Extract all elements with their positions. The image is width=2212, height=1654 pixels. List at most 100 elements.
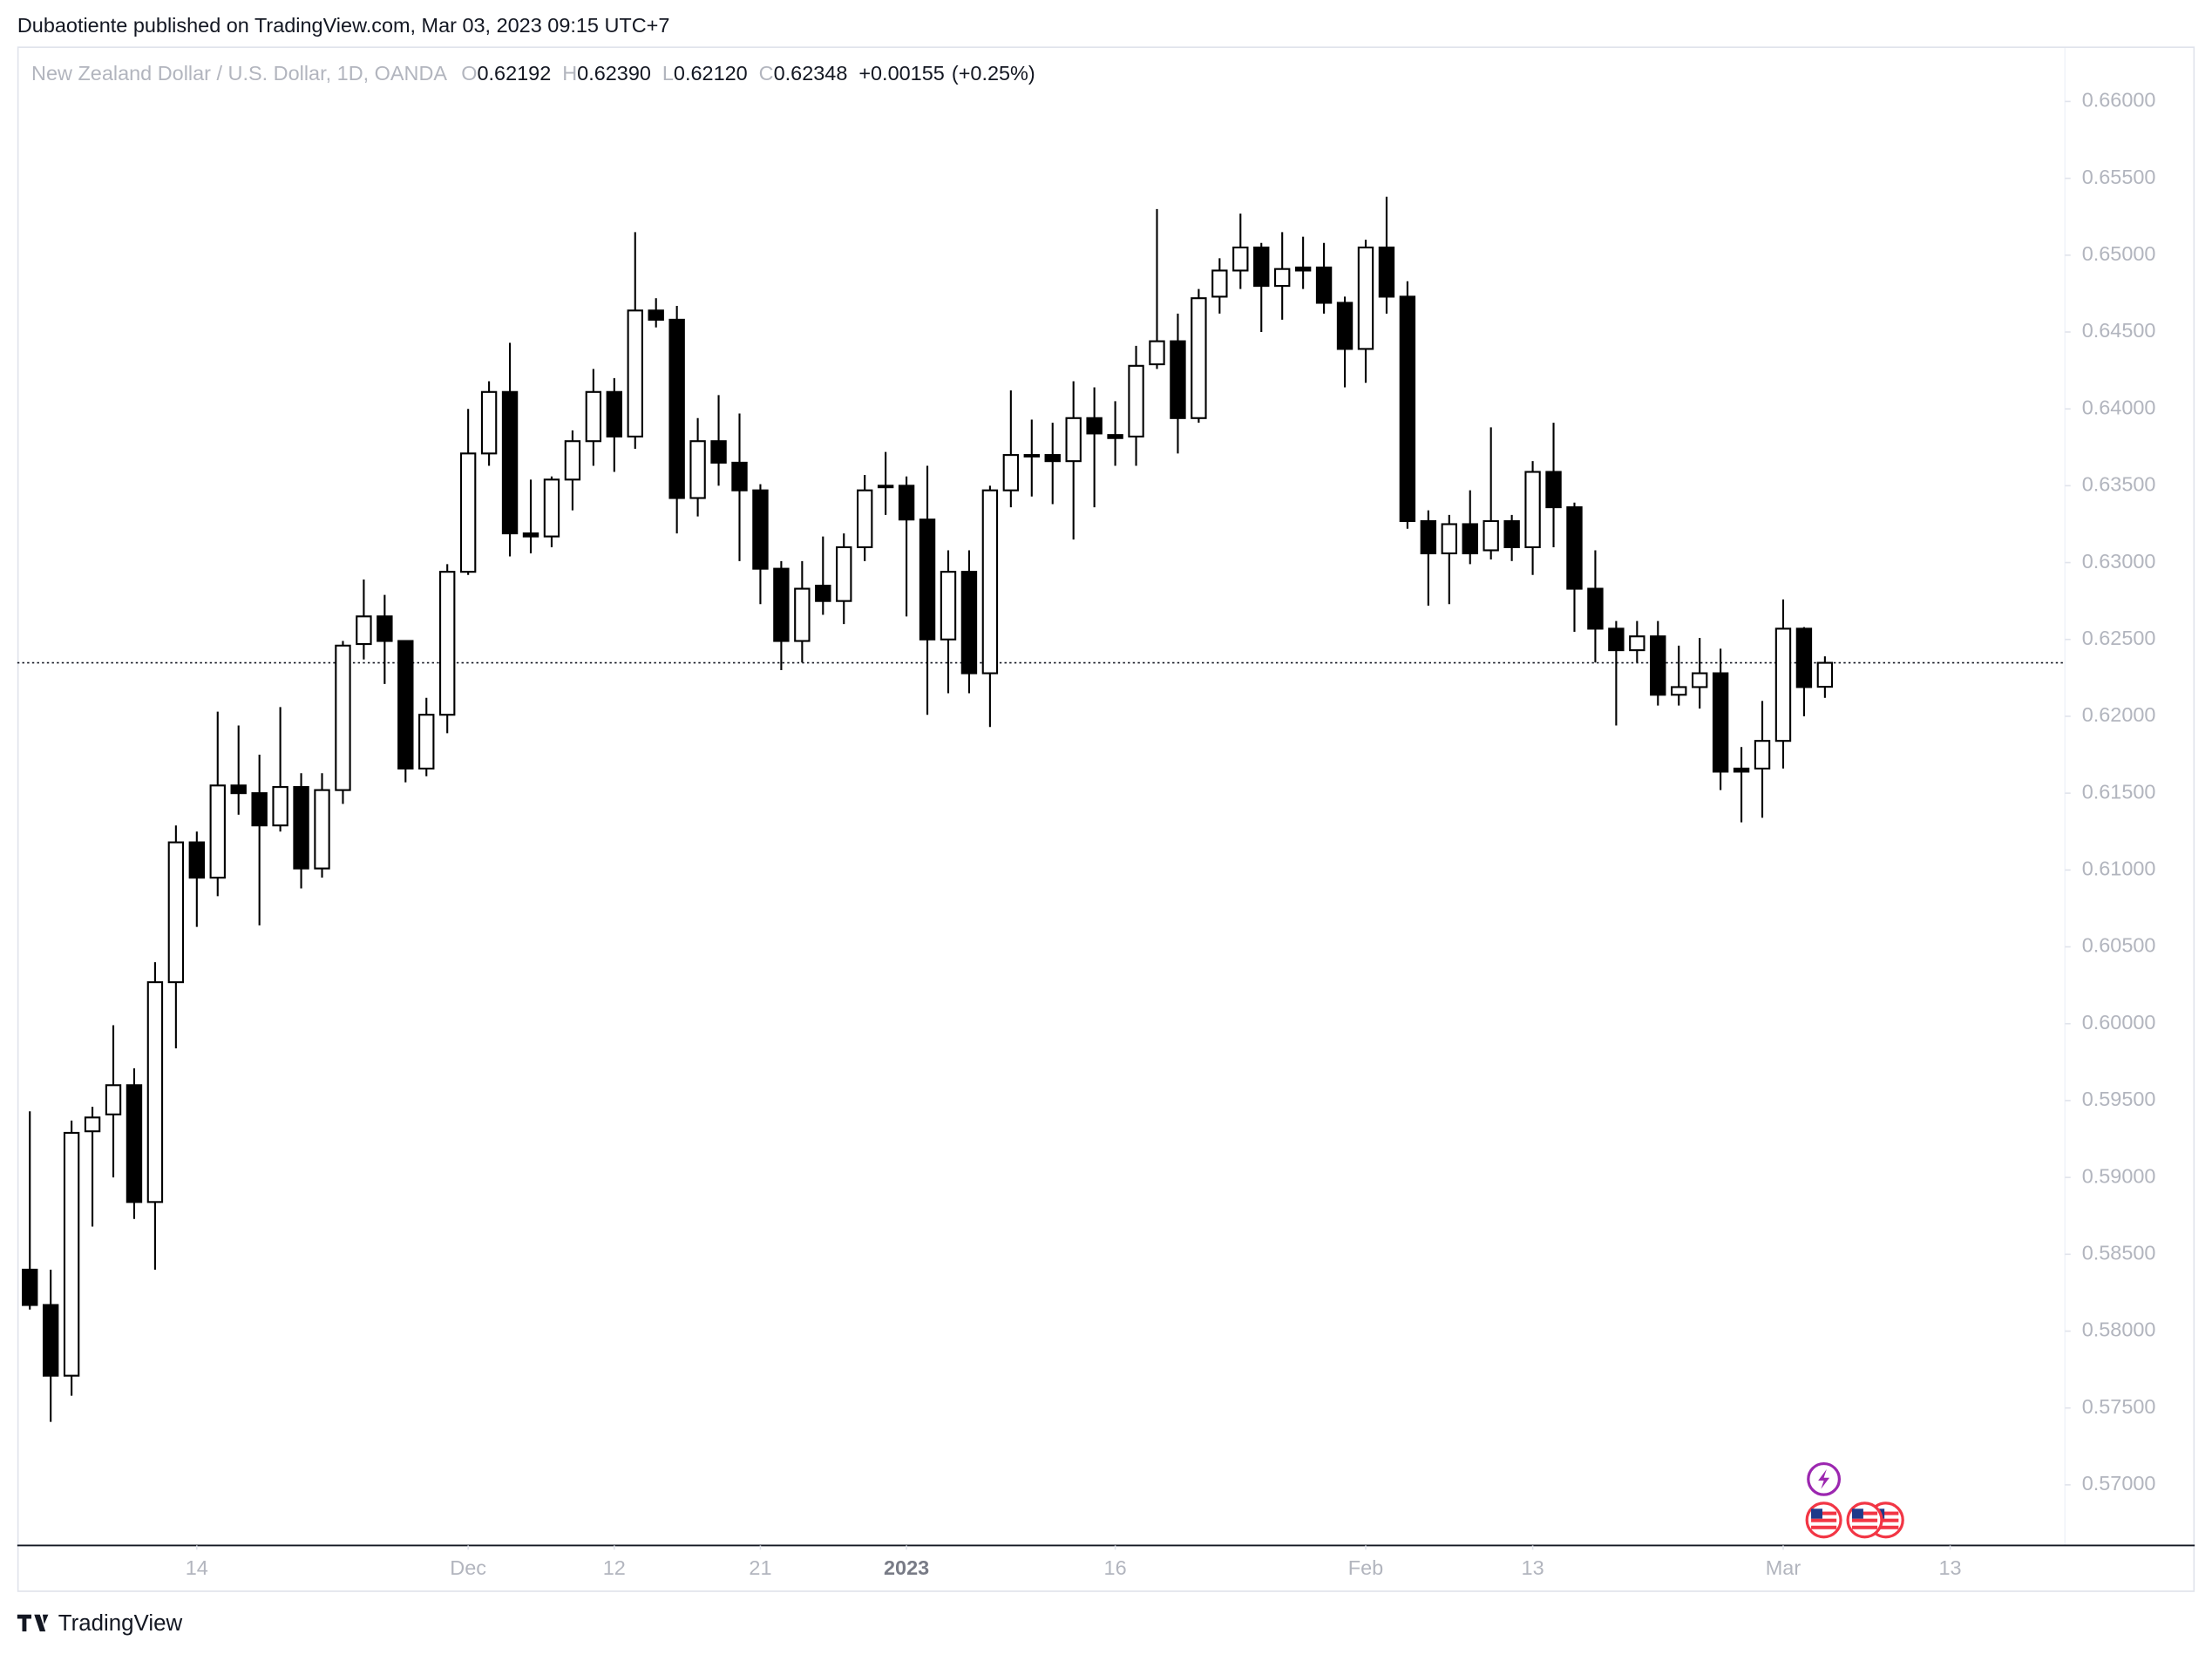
lightning xyxy=(1818,1469,1830,1489)
y-tick-label: 0.64000 xyxy=(2082,396,2156,418)
candle-body xyxy=(1023,454,1040,458)
y-tick-label: 0.62500 xyxy=(2082,627,2156,649)
candle-body xyxy=(543,478,560,538)
candle-body xyxy=(606,390,622,437)
candle-body xyxy=(1294,266,1312,272)
brand-logo xyxy=(17,1614,49,1632)
candle-body xyxy=(627,309,643,437)
candle-body xyxy=(1545,471,1562,509)
x-tick-label: 13 xyxy=(1939,1556,1962,1579)
ohlc-value: 0.62192 xyxy=(478,62,552,85)
chart-title: New Zealand Dollar / U.S. Dollar, 1D, OA… xyxy=(31,62,447,85)
candle-body xyxy=(1378,246,1395,298)
candle-body xyxy=(167,841,185,984)
candle-body xyxy=(1629,635,1645,652)
candle-body xyxy=(126,1084,143,1203)
candle-body xyxy=(940,571,957,641)
candle-body xyxy=(1107,434,1123,439)
candle-body xyxy=(1086,417,1103,435)
ohlc-value: 0.62120 xyxy=(674,62,748,85)
flag-icon xyxy=(1805,1501,1842,1539)
candle-body xyxy=(209,784,226,879)
change-percent: (+0.25%) xyxy=(952,62,1035,85)
candle-body xyxy=(1524,471,1541,548)
candle-body xyxy=(439,571,456,716)
y-tick-label: 0.66000 xyxy=(2082,89,2156,112)
candle-body xyxy=(1128,364,1144,437)
candle-body xyxy=(356,615,372,646)
flag-icon xyxy=(1846,1501,1883,1539)
y-tick-label: 0.62000 xyxy=(2082,703,2156,726)
candle-body xyxy=(877,485,894,489)
ohlc-key: H xyxy=(562,62,577,85)
x-tick-label: 14 xyxy=(186,1556,208,1579)
candle-body xyxy=(1503,519,1520,548)
candle-body xyxy=(1483,519,1499,552)
candle-body xyxy=(22,1268,38,1306)
y-tick-label: 0.59000 xyxy=(2082,1164,2156,1187)
candle-body xyxy=(773,567,790,642)
ohlc-key: C xyxy=(759,62,774,85)
ohlc-value: 0.62348 xyxy=(774,62,848,85)
candle-body xyxy=(1420,519,1437,555)
change-value: +0.00155 xyxy=(858,62,944,85)
ohlc-value: 0.62390 xyxy=(577,62,651,85)
candle-body xyxy=(752,489,769,570)
candle-body xyxy=(1149,340,1165,366)
candle-body xyxy=(731,461,748,491)
candle-body xyxy=(585,390,602,443)
candle-body xyxy=(1211,269,1228,298)
y-tick-label: 0.59500 xyxy=(2082,1088,2156,1110)
candle-body xyxy=(377,615,393,642)
candle-body xyxy=(335,644,351,791)
brand-name: TradingView xyxy=(58,1611,183,1636)
y-tick-label: 0.57500 xyxy=(2082,1395,2156,1418)
candle-body xyxy=(1671,686,1687,696)
candle-body xyxy=(919,519,936,641)
ohlc-key: O xyxy=(461,62,477,85)
candle-body xyxy=(84,1116,101,1133)
candle-body xyxy=(1754,740,1771,769)
candle-body xyxy=(272,786,288,827)
candle-body xyxy=(1336,302,1354,350)
published-line: Dubaotiente published on TradingView.com… xyxy=(17,14,670,37)
candle-body xyxy=(230,784,247,795)
candle-body xyxy=(794,587,811,642)
y-tick-label: 0.64500 xyxy=(2082,319,2156,342)
candle-body xyxy=(397,640,414,769)
candle-body xyxy=(836,546,852,602)
candle-body xyxy=(1044,454,1061,463)
y-tick-label: 0.65000 xyxy=(2082,242,2156,265)
candle-body xyxy=(418,714,435,769)
candle-body xyxy=(251,792,268,827)
y-tick-label: 0.61000 xyxy=(2082,858,2156,880)
ohlc-key: L xyxy=(662,62,674,85)
y-tick-label: 0.65500 xyxy=(2082,166,2156,188)
candle-body xyxy=(1712,672,1729,773)
candle-body xyxy=(146,981,164,1203)
candle-body xyxy=(815,584,831,602)
candle-body xyxy=(501,390,519,535)
candle-body xyxy=(1608,627,1625,652)
candle-body xyxy=(1232,246,1249,272)
candle-body xyxy=(1816,661,1834,688)
candle-body xyxy=(960,571,978,674)
candle-body xyxy=(1795,627,1813,688)
y-tick-label: 0.58000 xyxy=(2082,1318,2156,1341)
candle-body xyxy=(1253,246,1270,288)
event-icons xyxy=(1805,1461,1904,1539)
candle-body xyxy=(1691,672,1708,688)
candle-body xyxy=(522,532,539,538)
x-tick-label: 16 xyxy=(1104,1556,1127,1579)
candle-body xyxy=(1315,266,1333,304)
candle-body xyxy=(1273,268,1291,288)
y-tick-label: 0.63000 xyxy=(2082,550,2156,573)
candle-body xyxy=(480,390,498,455)
candle-body xyxy=(648,309,664,321)
y-tick-label: 0.60000 xyxy=(2082,1011,2156,1034)
candle-body xyxy=(1441,523,1457,555)
candle-body xyxy=(710,440,727,464)
x-tick-label: Dec xyxy=(450,1556,486,1579)
